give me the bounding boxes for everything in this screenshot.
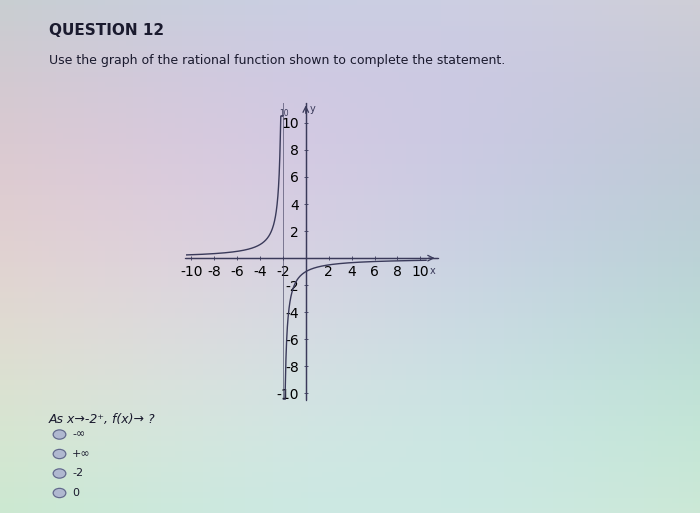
Text: -∞: -∞	[72, 429, 85, 440]
Text: +∞: +∞	[72, 449, 91, 459]
Text: x: x	[430, 266, 435, 277]
Text: 10: 10	[279, 109, 288, 118]
Text: As x→-2⁺, f(x)→ ?: As x→-2⁺, f(x)→ ?	[49, 413, 155, 426]
Text: QUESTION 12: QUESTION 12	[49, 23, 164, 38]
Text: -2: -2	[72, 468, 83, 479]
Text: y: y	[309, 104, 315, 114]
Text: Use the graph of the rational function shown to complete the statement.: Use the graph of the rational function s…	[49, 54, 505, 67]
Text: 0: 0	[72, 488, 79, 498]
